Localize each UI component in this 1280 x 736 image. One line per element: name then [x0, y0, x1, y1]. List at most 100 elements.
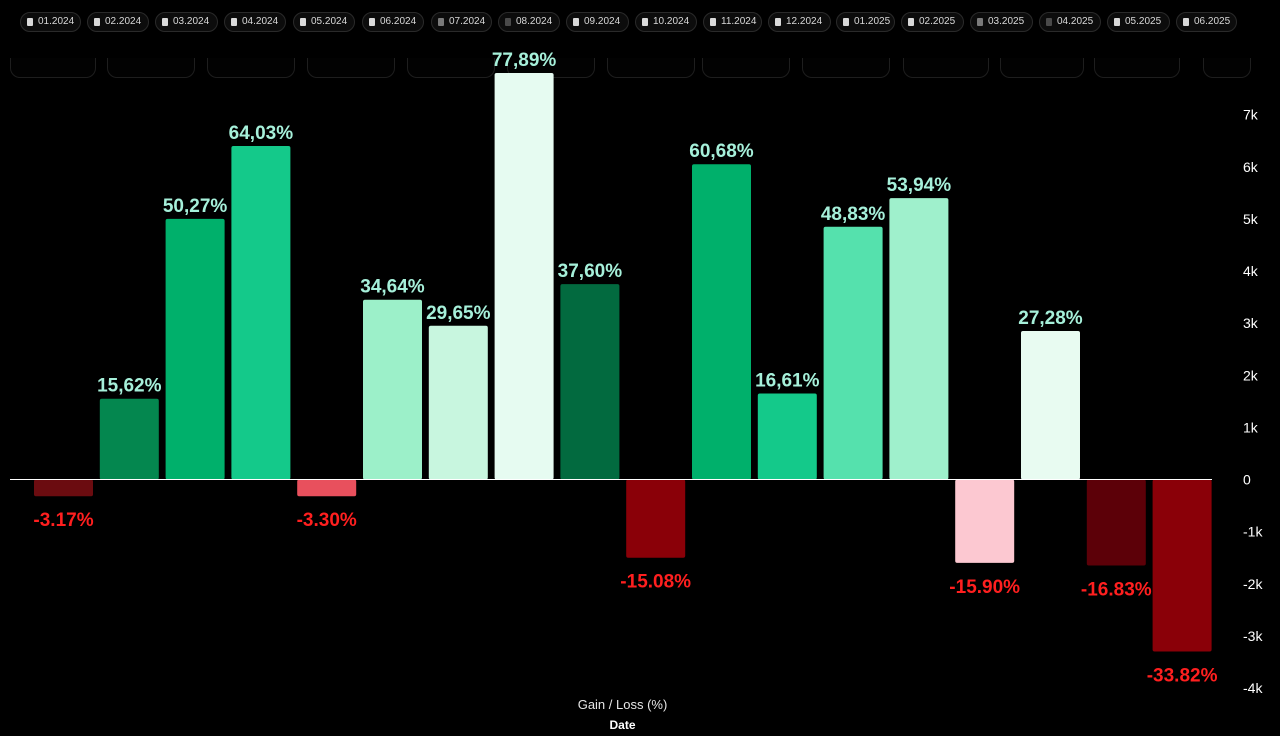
legend-label: 10.2024	[653, 16, 690, 27]
bar-11.2024	[692, 164, 751, 480]
bar-02.2025	[889, 198, 949, 480]
legend-pill-shadow	[802, 58, 890, 78]
data-label-07.2024: 29,65%	[426, 303, 491, 324]
data-label-03.2024: 50,27%	[163, 196, 228, 217]
data-label-12.2024: 16,61%	[755, 371, 820, 392]
legend-label: 12.2024	[786, 16, 823, 27]
legend-swatch	[1114, 18, 1120, 26]
legend-item-05.2024[interactable]: 05.2024	[293, 12, 355, 32]
legend-pill-shadow	[407, 58, 495, 78]
legend-label: 08.2024	[516, 16, 553, 27]
legend-swatch	[642, 18, 648, 26]
legend-item-06.2024[interactable]: 06.2024	[362, 12, 424, 32]
bar-04.2024	[231, 145, 291, 480]
y-tick-label: -2k	[1243, 576, 1263, 592]
legend-swatch	[1183, 18, 1189, 26]
legend-item-02.2025[interactable]: 02.2025	[901, 12, 964, 32]
legend-pill-shadow	[1094, 58, 1180, 78]
data-label-08.2024: 77,89%	[492, 50, 557, 71]
legend-pill-shadow	[607, 58, 695, 78]
x-axis-title: Gain / Loss (%)	[577, 697, 668, 712]
data-label-01.2024: -3.17%	[33, 510, 93, 531]
legend-label: 04.2024	[242, 16, 279, 27]
legend-item-01.2025[interactable]: 01.2025	[836, 12, 895, 32]
legend-item-04.2025[interactable]: 04.2025	[1039, 12, 1101, 32]
bar-05.2025	[1086, 479, 1146, 566]
y-tick-label: 0	[1243, 472, 1251, 488]
legend-pill-shadow	[1000, 58, 1084, 78]
data-label-05.2025: -16.83%	[1081, 580, 1152, 601]
legend-item-12.2024[interactable]: 12.2024	[768, 12, 831, 32]
legend-item-10.2024[interactable]: 10.2024	[635, 12, 697, 32]
data-label-03.2025: -15.90%	[949, 577, 1020, 598]
legend-swatch	[505, 18, 511, 26]
y-tick-label: 4k	[1243, 263, 1259, 279]
y-tick-label: 1k	[1243, 419, 1259, 435]
legend-item-11.2024[interactable]: 11.2024	[703, 12, 762, 32]
bar-10.2024	[626, 479, 686, 558]
legend-label: 05.2025	[1125, 16, 1162, 27]
legend-item-03.2025[interactable]: 03.2025	[970, 12, 1033, 32]
legend-label: 01.2024	[38, 16, 75, 27]
bar-06.2025	[1152, 479, 1212, 652]
legend-item-07.2024[interactable]: 07.2024	[431, 12, 492, 32]
data-label-06.2025: -33.82%	[1147, 666, 1218, 687]
legend-label: 04.2025	[1057, 16, 1094, 27]
legend-label: 01.2025	[854, 16, 891, 27]
data-label-11.2024: 60,68%	[689, 141, 754, 162]
legend-swatch	[162, 18, 168, 26]
legend-swatch	[775, 18, 781, 26]
legend-item-08.2024[interactable]: 08.2024	[498, 12, 560, 32]
legend-pill-shadow	[207, 58, 295, 78]
legend-label: 02.2024	[105, 16, 142, 27]
y-tick-label: 2k	[1243, 367, 1259, 383]
legend-label: 03.2025	[988, 16, 1025, 27]
legend-swatch	[573, 18, 579, 26]
legend-item-09.2024[interactable]: 09.2024	[566, 12, 629, 32]
y-tick-label: 7k	[1243, 107, 1259, 123]
legend-swatch	[1046, 18, 1052, 26]
legend-swatch	[231, 18, 237, 26]
legend-pill-shadow	[1203, 58, 1251, 78]
bar-03.2025	[955, 479, 1015, 563]
data-label-10.2024: -15.08%	[620, 572, 691, 593]
y-tick-label: 5k	[1243, 211, 1259, 227]
legend-pill-shadow	[107, 58, 195, 78]
legend-label: 05.2024	[311, 16, 348, 27]
legend-label: 07.2024	[449, 16, 486, 27]
legend-item-03.2024[interactable]: 03.2024	[155, 12, 218, 32]
bar-01.2025	[823, 226, 883, 480]
legend-item-02.2024[interactable]: 02.2024	[87, 12, 149, 32]
bar-05.2024	[297, 479, 357, 497]
legend-swatch	[27, 18, 33, 26]
data-label-05.2024: -3.30%	[297, 510, 357, 531]
legend-swatch	[710, 18, 716, 26]
legend-pill-shadow	[903, 58, 989, 78]
legend-swatch	[843, 18, 849, 26]
y-tick-label: 3k	[1243, 315, 1259, 331]
legend-item-06.2025[interactable]: 06.2025	[1176, 12, 1237, 32]
legend-label: 03.2024	[173, 16, 210, 27]
legend: 01.2024 02.2024 03.2024 04.2024 05.2024 06.20…	[0, 0, 1280, 40]
legend-pill-shadow	[702, 58, 790, 78]
data-label-02.2024: 15,62%	[97, 376, 162, 397]
bar-03.2024	[165, 218, 225, 480]
legend-item-05.2025[interactable]: 05.2025	[1107, 12, 1170, 32]
data-label-04.2025: 27,28%	[1018, 308, 1083, 329]
legend-swatch	[908, 18, 914, 26]
bar-01.2024	[34, 479, 93, 497]
legend-pill-shadow	[307, 58, 395, 78]
legend-swatch	[94, 18, 100, 26]
legend-label: 11.2024	[721, 16, 757, 27]
legend-item-01.2024[interactable]: 01.2024	[20, 12, 81, 32]
legend-item-04.2024[interactable]: 04.2024	[224, 12, 286, 32]
data-label-01.2025: 48,83%	[821, 204, 886, 225]
legend-label: 02.2025	[919, 16, 956, 27]
y-tick-label: -1k	[1243, 524, 1263, 540]
data-label-09.2024: 37,60%	[558, 261, 623, 282]
bar-06.2024	[363, 299, 422, 480]
data-label-04.2024: 64,03%	[229, 123, 294, 144]
bar-04.2025	[1021, 330, 1080, 480]
bar-02.2024	[99, 398, 159, 480]
